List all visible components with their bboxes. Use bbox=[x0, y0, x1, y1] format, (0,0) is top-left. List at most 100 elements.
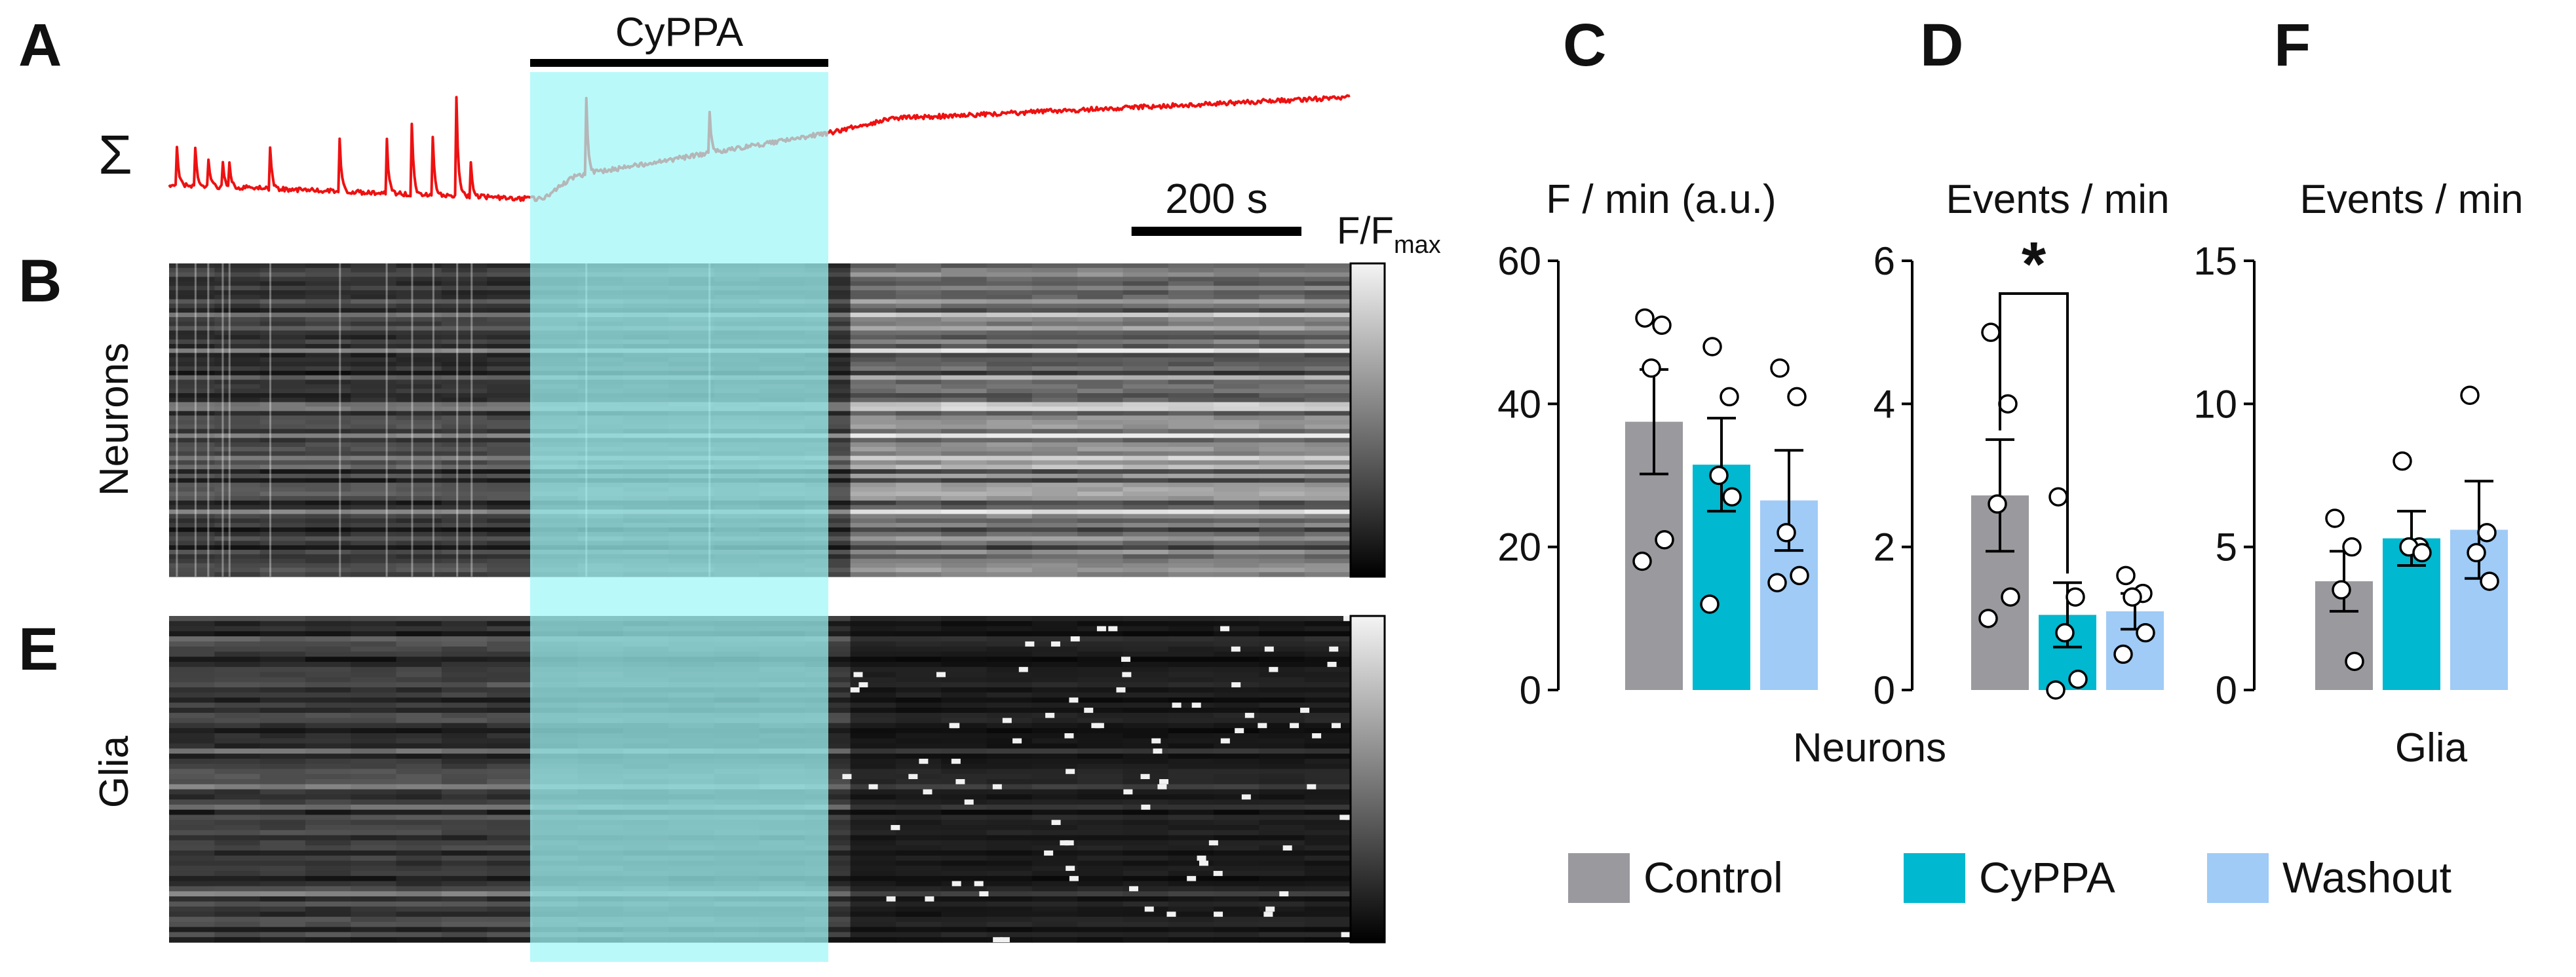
raster-cell bbox=[260, 335, 306, 340]
raster-cell bbox=[351, 433, 397, 438]
raster-cell bbox=[260, 550, 306, 555]
raster-cell bbox=[1031, 433, 1079, 438]
raster-cell bbox=[1304, 402, 1351, 408]
raster-cell bbox=[1214, 692, 1260, 699]
raster-cell bbox=[1077, 804, 1124, 811]
raster-cell bbox=[1304, 779, 1351, 785]
raster-cell bbox=[1259, 531, 1305, 537]
raster-cell bbox=[351, 626, 397, 632]
raster-cell bbox=[487, 682, 533, 688]
raster-cell bbox=[1168, 523, 1215, 528]
raster-cell bbox=[260, 809, 306, 816]
raster-cell bbox=[351, 666, 397, 673]
raster-cell bbox=[396, 303, 442, 309]
raster-cell bbox=[895, 896, 942, 902]
raster-cell bbox=[1214, 921, 1260, 928]
data-point bbox=[1709, 465, 1729, 486]
raster-cell bbox=[487, 313, 533, 318]
raster-cell bbox=[214, 626, 261, 632]
raster-cell bbox=[895, 860, 942, 866]
raster-cell bbox=[1168, 335, 1215, 340]
raster-cell bbox=[441, 906, 488, 912]
raster-cell bbox=[1259, 272, 1305, 278]
raster-cell bbox=[850, 505, 896, 510]
raster-cell bbox=[305, 626, 352, 632]
raster-cell bbox=[941, 303, 988, 309]
raster-cell bbox=[396, 362, 442, 367]
raster-event-dot bbox=[993, 937, 1003, 942]
raster-cell bbox=[1304, 845, 1351, 851]
raster-cell bbox=[487, 303, 533, 309]
raster-cell bbox=[941, 402, 988, 408]
raster-event-dot bbox=[1191, 702, 1201, 708]
raster-cell bbox=[941, 496, 988, 501]
raster-cell bbox=[986, 433, 1033, 438]
raster-cell bbox=[487, 496, 533, 501]
raster-cell bbox=[169, 738, 216, 744]
raster-event-dot bbox=[1269, 666, 1278, 672]
raster-cell bbox=[260, 937, 306, 943]
raster-cell bbox=[1031, 754, 1079, 759]
raster-event-dot bbox=[1343, 616, 1353, 621]
raster-cell bbox=[169, 389, 216, 394]
data-point bbox=[1978, 609, 1998, 628]
raster-cell bbox=[1214, 567, 1260, 573]
raster-cell bbox=[169, 303, 216, 309]
data-point bbox=[2460, 385, 2480, 405]
raster-cell bbox=[1031, 375, 1079, 381]
raster-cell bbox=[850, 415, 896, 421]
raster-cell bbox=[214, 263, 261, 269]
raster-cell bbox=[941, 881, 988, 887]
raster-cell bbox=[895, 527, 942, 533]
raster-cell bbox=[441, 712, 488, 719]
raster-cell bbox=[260, 384, 306, 389]
raster-cell bbox=[941, 487, 988, 492]
raster-event-dot bbox=[952, 881, 961, 887]
raster-cell bbox=[850, 804, 896, 811]
raster-cell bbox=[1168, 455, 1215, 461]
raster-cell bbox=[1077, 799, 1124, 805]
raster-cell bbox=[351, 286, 397, 291]
raster-cell bbox=[1168, 550, 1215, 555]
raster-cell bbox=[1259, 567, 1305, 573]
raster-cell bbox=[1214, 455, 1260, 461]
raster-cell bbox=[214, 906, 261, 912]
raster-cell bbox=[351, 835, 397, 841]
raster-cell bbox=[441, 558, 488, 564]
raster-cell bbox=[351, 397, 397, 403]
raster-cell bbox=[986, 451, 1033, 457]
raster-cell bbox=[1214, 286, 1260, 291]
raster-cell bbox=[396, 379, 442, 385]
raster-cell bbox=[1077, 545, 1124, 550]
raster-cell bbox=[441, 621, 488, 627]
raster-cell bbox=[941, 384, 988, 389]
raster-cell bbox=[941, 379, 988, 385]
raster-cell bbox=[1304, 473, 1351, 479]
raster-cell bbox=[850, 362, 896, 367]
raster-cell bbox=[1304, 646, 1351, 653]
raster-event-dot bbox=[1069, 697, 1079, 703]
raster-cell bbox=[351, 415, 397, 421]
raster-cell bbox=[1214, 326, 1260, 332]
raster-cell bbox=[1304, 326, 1351, 332]
raster-cell bbox=[986, 469, 1033, 474]
raster-cell bbox=[1031, 692, 1079, 699]
raster-cell bbox=[1123, 712, 1169, 719]
raster-cell bbox=[260, 277, 306, 282]
raster-event-dot bbox=[1264, 646, 1274, 652]
raster-cell bbox=[169, 697, 216, 703]
raster-cell bbox=[895, 406, 942, 412]
raster-cell bbox=[1214, 362, 1260, 367]
raster-event-dot bbox=[842, 774, 852, 779]
raster-cell bbox=[214, 424, 261, 430]
raster-cell bbox=[214, 616, 261, 622]
raster-cell bbox=[1031, 267, 1079, 273]
raster-cell bbox=[396, 536, 442, 541]
raster-cell bbox=[941, 712, 988, 719]
raster-cell bbox=[941, 362, 988, 367]
raster-cell bbox=[1123, 666, 1169, 673]
raster-cell bbox=[1123, 277, 1169, 282]
raster-cell bbox=[351, 784, 397, 790]
raster-cell bbox=[1168, 763, 1215, 770]
raster-cell bbox=[441, 326, 488, 332]
